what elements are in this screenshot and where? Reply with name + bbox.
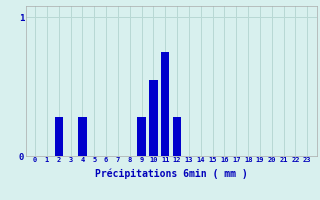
X-axis label: Précipitations 6min ( mm ): Précipitations 6min ( mm ): [95, 169, 248, 179]
Bar: [161, 52, 169, 156]
Bar: [173, 117, 181, 156]
Bar: [55, 117, 63, 156]
Bar: [138, 117, 146, 156]
Bar: [78, 117, 87, 156]
Bar: [149, 80, 157, 156]
